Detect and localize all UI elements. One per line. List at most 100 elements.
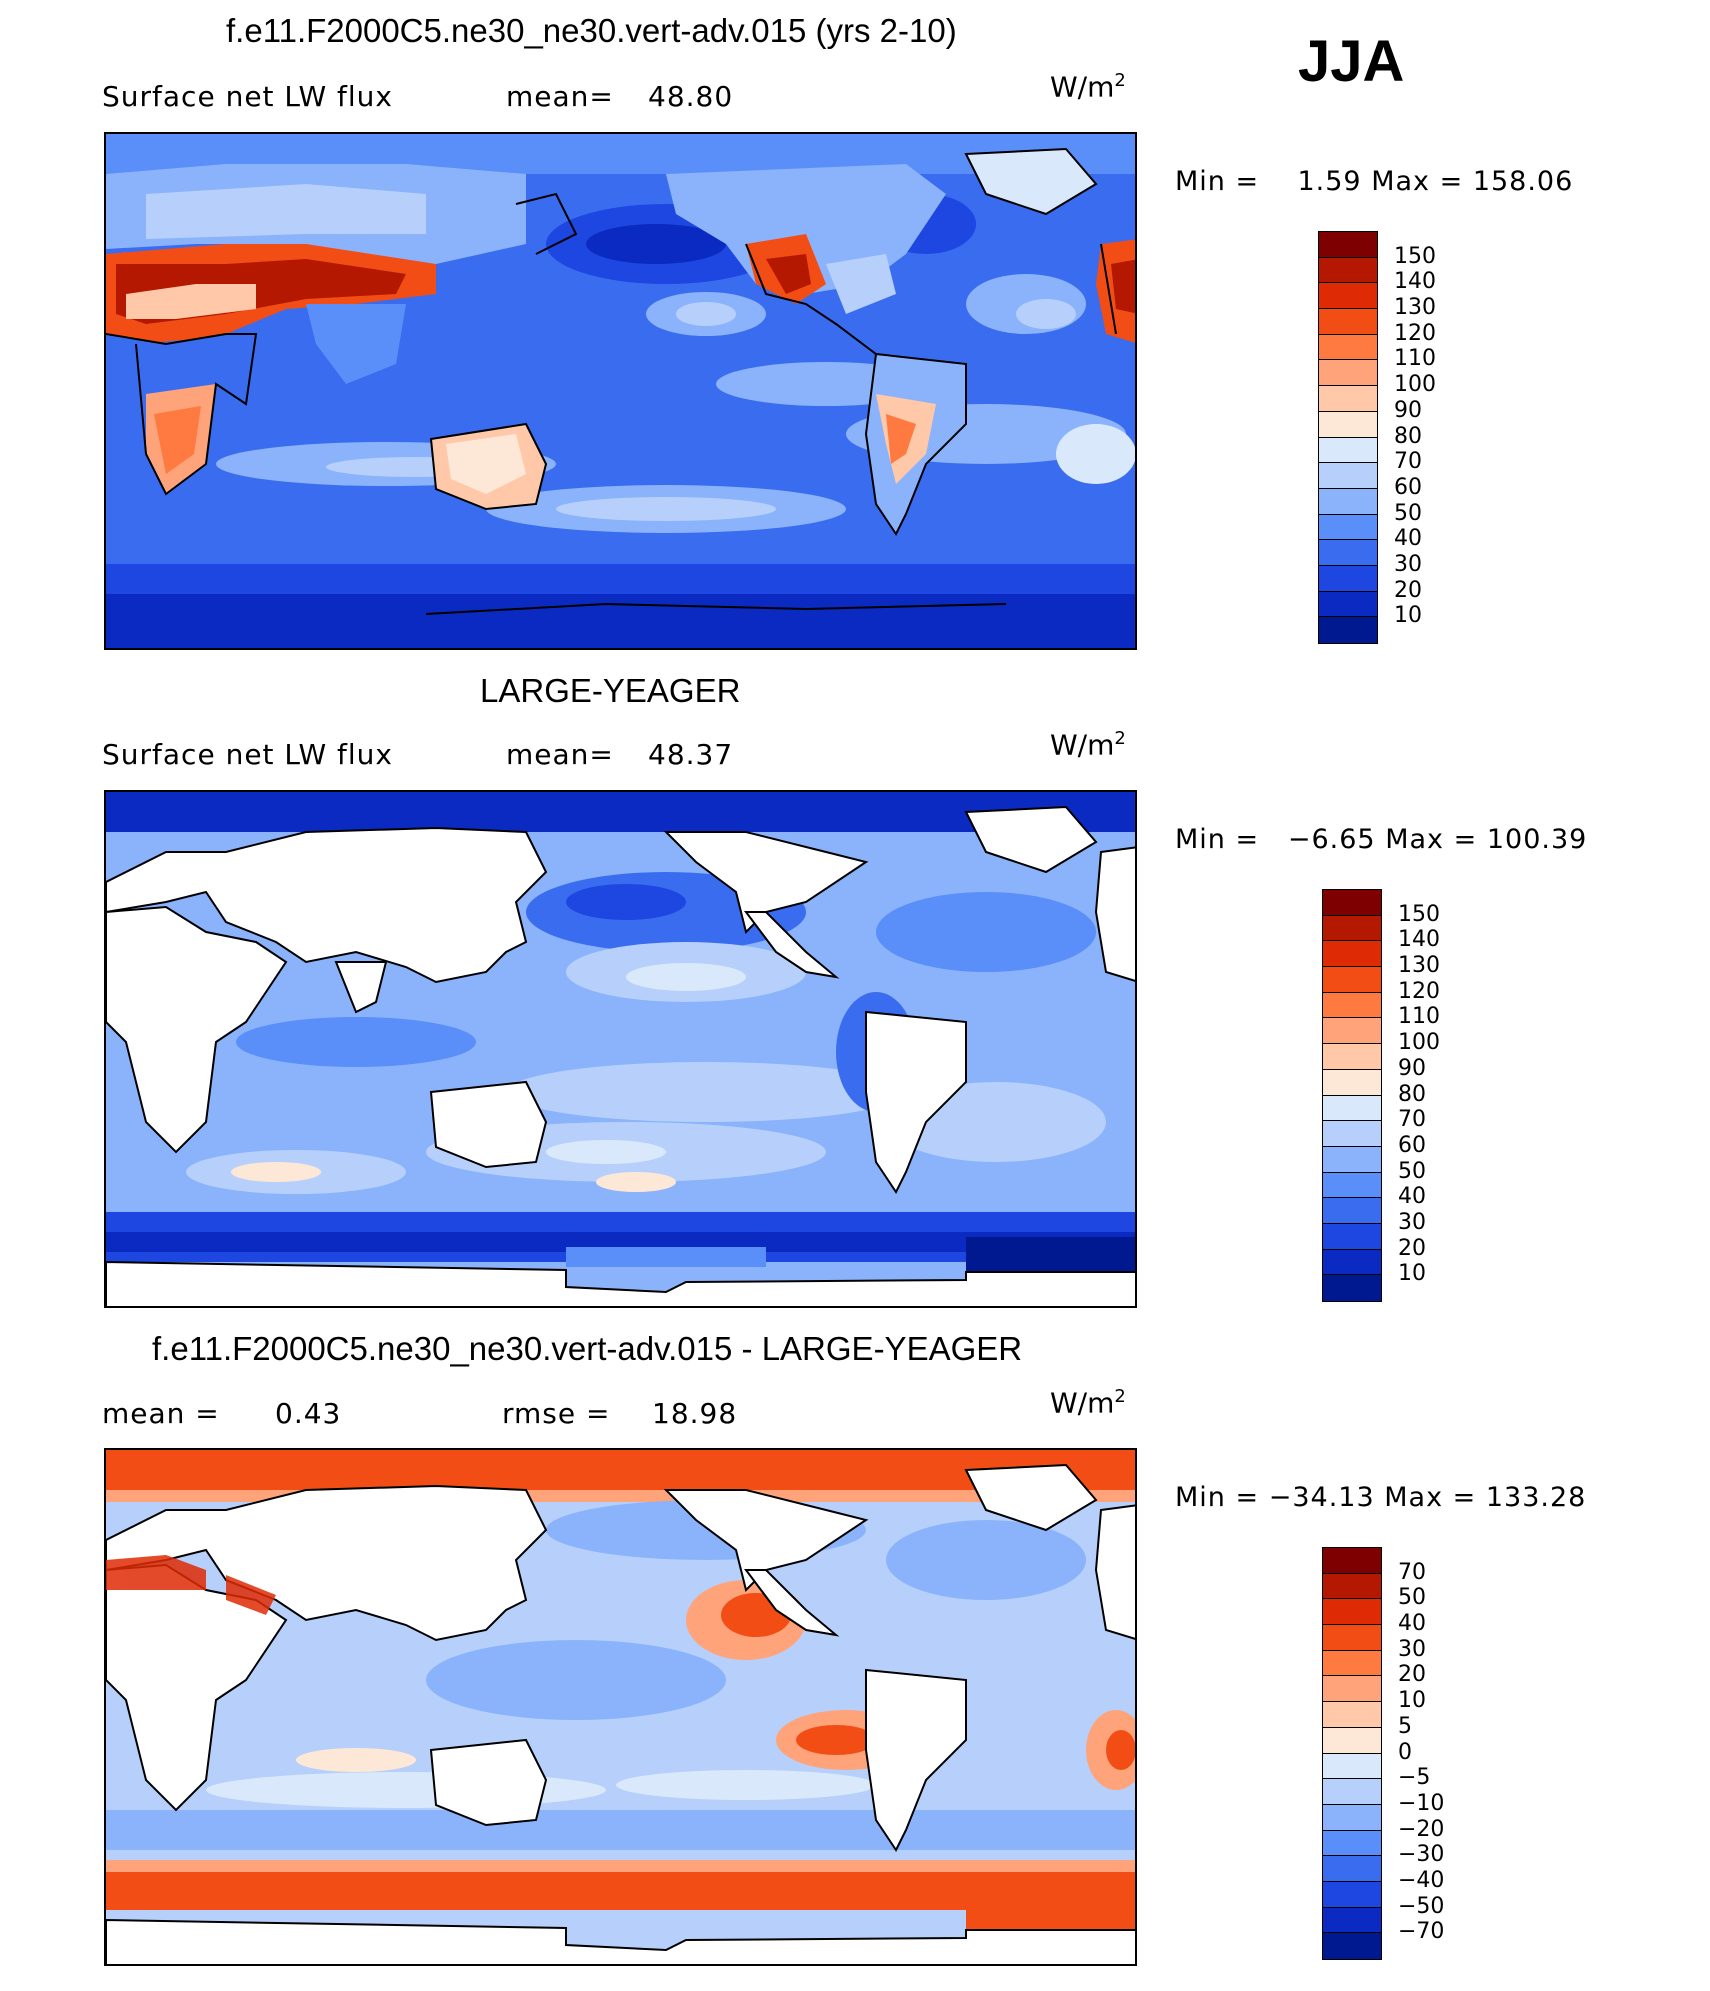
colorbar-tick-label: 70 bbox=[1398, 1107, 1426, 1133]
panel-3-colorbar: 70 50 40 30 20 10 5 0 −5 −10 −20 −30 −40 −50 −70 bbox=[1322, 1547, 1462, 1960]
colorbar-swatch bbox=[1322, 1043, 1382, 1071]
panel-2-mean-label: mean= bbox=[506, 738, 614, 771]
colorbar-tick-label: 60 bbox=[1394, 474, 1422, 500]
panel-2-title: LARGE-YEAGER bbox=[480, 672, 741, 709]
panel-3-rmse-label: rmse = bbox=[502, 1397, 611, 1430]
colorbar-swatch bbox=[1322, 1880, 1382, 1909]
colorbar-swatch bbox=[1322, 1932, 1382, 1960]
colorbar-swatch bbox=[1322, 1171, 1382, 1199]
colorbar-tick-label: 110 bbox=[1398, 1004, 1440, 1030]
colorbar-swatch bbox=[1322, 1726, 1382, 1754]
season-label: JJA bbox=[1298, 29, 1405, 94]
panel-3-title: f.e11.F2000C5.ne30_ne30.vert-adv.015 - L… bbox=[152, 1330, 1023, 1367]
colorbar-tick-label: 0 bbox=[1398, 1739, 1412, 1765]
colorbar-tick-label: 50 bbox=[1398, 1585, 1426, 1611]
colorbar-swatch bbox=[1322, 991, 1382, 1019]
panel-2-minmax: Min = −6.65 Max = 100.39 bbox=[1175, 824, 1588, 855]
colorbar-tick-label: 130 bbox=[1394, 295, 1436, 321]
colorbar-tick-label: −70 bbox=[1398, 1919, 1445, 1945]
colorbar-swatch bbox=[1322, 1248, 1382, 1276]
panel-2-field-label: Surface net LW flux bbox=[102, 738, 393, 771]
colorbar-tick-label: 50 bbox=[1398, 1158, 1426, 1184]
colorbar-tick-label: 140 bbox=[1394, 269, 1436, 295]
colorbar-tick-label: 5 bbox=[1398, 1713, 1412, 1739]
panel-1-mean-value: 48.80 bbox=[648, 80, 734, 113]
panel-3-minmax: Min = −34.13 Max = 133.28 bbox=[1175, 1482, 1587, 1513]
colorbar-swatch bbox=[1318, 487, 1378, 516]
colorbar-tick-label: 30 bbox=[1398, 1209, 1426, 1235]
colorbar-swatch bbox=[1322, 889, 1382, 917]
colorbar-swatch bbox=[1322, 1197, 1382, 1225]
colorbar-swatch bbox=[1322, 1274, 1382, 1302]
colorbar-swatch bbox=[1322, 1752, 1382, 1780]
panel-2-units: W/m2 bbox=[1050, 728, 1126, 762]
panel-1-title: f.e11.F2000C5.ne30_ne30.vert-adv.015 (yr… bbox=[226, 12, 957, 49]
colorbar-swatch bbox=[1318, 282, 1378, 310]
colorbar-tick-label: 80 bbox=[1398, 1081, 1426, 1107]
colorbar-tick-label: 30 bbox=[1394, 551, 1422, 577]
colorbar-swatch bbox=[1322, 966, 1382, 994]
colorbar-swatch bbox=[1322, 1649, 1382, 1677]
colorbar-swatch bbox=[1322, 1701, 1382, 1729]
colorbar-tick-label: −30 bbox=[1398, 1842, 1445, 1868]
colorbar-tick-label: 90 bbox=[1394, 397, 1422, 423]
panel-2-map bbox=[104, 790, 1137, 1308]
colorbar-swatch bbox=[1318, 256, 1378, 284]
colorbar-swatch bbox=[1318, 513, 1378, 541]
colorbar-swatch bbox=[1322, 1803, 1382, 1832]
colorbar-tick-label: −20 bbox=[1398, 1816, 1445, 1842]
colorbar-tick-label: −40 bbox=[1398, 1867, 1445, 1893]
colorbar-swatch bbox=[1322, 1222, 1382, 1251]
colorbar-tick-label: 10 bbox=[1398, 1261, 1426, 1287]
colorbar-swatch bbox=[1322, 1068, 1382, 1096]
panel-3-rmse-value: 18.98 bbox=[652, 1397, 738, 1430]
colorbar-swatch bbox=[1322, 1906, 1382, 1934]
colorbar-tick-label: −50 bbox=[1398, 1893, 1445, 1919]
colorbar-tick-label: 20 bbox=[1394, 577, 1422, 603]
colorbar-tick-label: 130 bbox=[1398, 953, 1440, 979]
colorbar-tick-label: 120 bbox=[1394, 320, 1436, 346]
panel-3-map bbox=[104, 1448, 1137, 1966]
colorbar-tick-label: 70 bbox=[1398, 1559, 1426, 1585]
colorbar-tick-label: 70 bbox=[1394, 449, 1422, 475]
colorbar-swatch bbox=[1318, 359, 1378, 387]
panel-1-minmax: Min = 1.59 Max = 158.06 bbox=[1175, 166, 1574, 197]
colorbar-swatch bbox=[1322, 1017, 1382, 1045]
colorbar-tick-label: 40 bbox=[1394, 526, 1422, 552]
panel-1-mean-label: mean= bbox=[506, 80, 614, 113]
colorbar-swatch bbox=[1322, 1547, 1382, 1575]
colorbar-tick-label: 50 bbox=[1394, 500, 1422, 526]
colorbar-tick-label: 80 bbox=[1394, 423, 1422, 449]
colorbar-tick-label: 100 bbox=[1398, 1030, 1440, 1056]
colorbar-swatch bbox=[1322, 1829, 1382, 1857]
colorbar-swatch bbox=[1318, 231, 1378, 259]
panel-1-field-label: Surface net LW flux bbox=[102, 80, 393, 113]
colorbar-swatch bbox=[1318, 616, 1378, 644]
colorbar-tick-label: −10 bbox=[1398, 1790, 1445, 1816]
colorbar-tick-label: 140 bbox=[1398, 927, 1440, 953]
colorbar-swatch bbox=[1318, 462, 1378, 490]
panel-2-colorbar: 150 140 130 120 110 100 90 80 70 60 50 40 30 20 10 bbox=[1322, 889, 1462, 1302]
colorbar-swatch bbox=[1322, 1675, 1382, 1703]
colorbar-tick-label: 10 bbox=[1398, 1688, 1426, 1714]
colorbar-tick-label: 60 bbox=[1398, 1132, 1426, 1158]
colorbar-tick-label: 20 bbox=[1398, 1662, 1426, 1688]
colorbar-swatch bbox=[1318, 308, 1378, 336]
colorbar-tick-label: 40 bbox=[1398, 1611, 1426, 1637]
panel-3-units: W/m2 bbox=[1050, 1386, 1126, 1420]
colorbar-tick-label: 150 bbox=[1394, 243, 1436, 269]
colorbar-swatch bbox=[1322, 1145, 1382, 1174]
colorbar-tick-label: −5 bbox=[1398, 1765, 1431, 1791]
colorbar-swatch bbox=[1322, 1572, 1382, 1600]
colorbar-swatch bbox=[1318, 539, 1378, 567]
colorbar-tick-label: 150 bbox=[1398, 901, 1440, 927]
panel-3-mean-value: 0.43 bbox=[275, 1397, 342, 1430]
colorbar-tick-label: 110 bbox=[1394, 346, 1436, 372]
colorbar-tick-label: 100 bbox=[1394, 372, 1436, 398]
colorbar-swatch bbox=[1322, 1855, 1382, 1883]
colorbar-swatch bbox=[1318, 564, 1378, 593]
colorbar-swatch bbox=[1318, 436, 1378, 464]
colorbar-swatch bbox=[1318, 385, 1378, 413]
colorbar-tick-label: 10 bbox=[1394, 603, 1422, 629]
colorbar-swatch bbox=[1322, 1094, 1382, 1122]
